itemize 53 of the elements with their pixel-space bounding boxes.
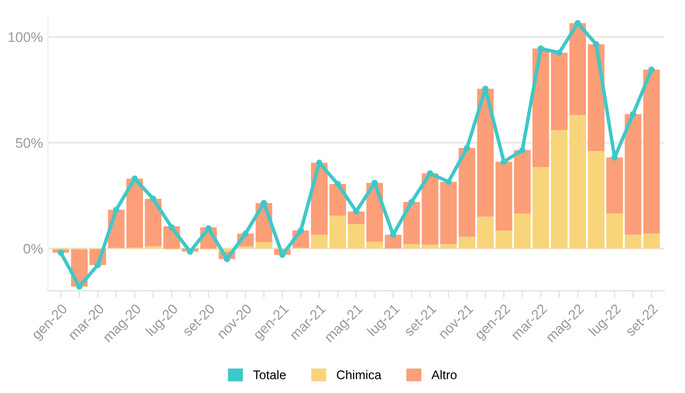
bar	[550, 130, 568, 248]
point	[574, 20, 581, 26]
point	[242, 230, 249, 237]
y-tick-label: 100%	[8, 32, 43, 42]
point	[426, 170, 434, 176]
bar	[514, 214, 531, 248]
y-tick-label: 0%	[24, 244, 43, 254]
bar	[366, 242, 383, 248]
bar	[588, 151, 604, 248]
point	[113, 206, 120, 213]
point	[611, 154, 618, 161]
bar	[496, 162, 512, 231]
bar	[532, 167, 550, 248]
point	[408, 198, 415, 206]
point	[556, 50, 562, 56]
point	[298, 227, 304, 234]
point	[538, 45, 544, 52]
point	[168, 224, 175, 230]
bar	[606, 214, 623, 248]
point	[500, 158, 507, 165]
bar	[126, 178, 144, 248]
bar	[569, 23, 586, 116]
bar	[329, 216, 346, 248]
point	[334, 180, 341, 188]
point	[630, 110, 636, 118]
point	[648, 66, 655, 73]
y-tick-label: 50%	[16, 138, 43, 148]
point	[390, 232, 396, 238]
point	[445, 178, 452, 185]
point	[132, 176, 138, 182]
bar	[384, 234, 402, 248]
point	[593, 41, 600, 48]
point	[519, 146, 526, 154]
bar	[348, 211, 365, 224]
bar	[514, 150, 531, 214]
point	[464, 144, 470, 152]
bar	[496, 230, 512, 248]
bar	[310, 234, 328, 248]
bar	[569, 115, 586, 248]
bar	[144, 198, 162, 246]
point	[94, 262, 101, 268]
point	[150, 196, 156, 202]
bar	[550, 52, 568, 130]
bar	[348, 224, 365, 248]
point	[58, 250, 64, 256]
point	[186, 248, 194, 255]
point	[482, 86, 489, 92]
bar	[606, 158, 623, 214]
legend-label: Totale	[253, 370, 286, 380]
legend-label: Altro	[431, 370, 457, 380]
point	[353, 208, 360, 215]
bar	[532, 48, 550, 168]
legend-label: Chimica	[336, 370, 382, 380]
